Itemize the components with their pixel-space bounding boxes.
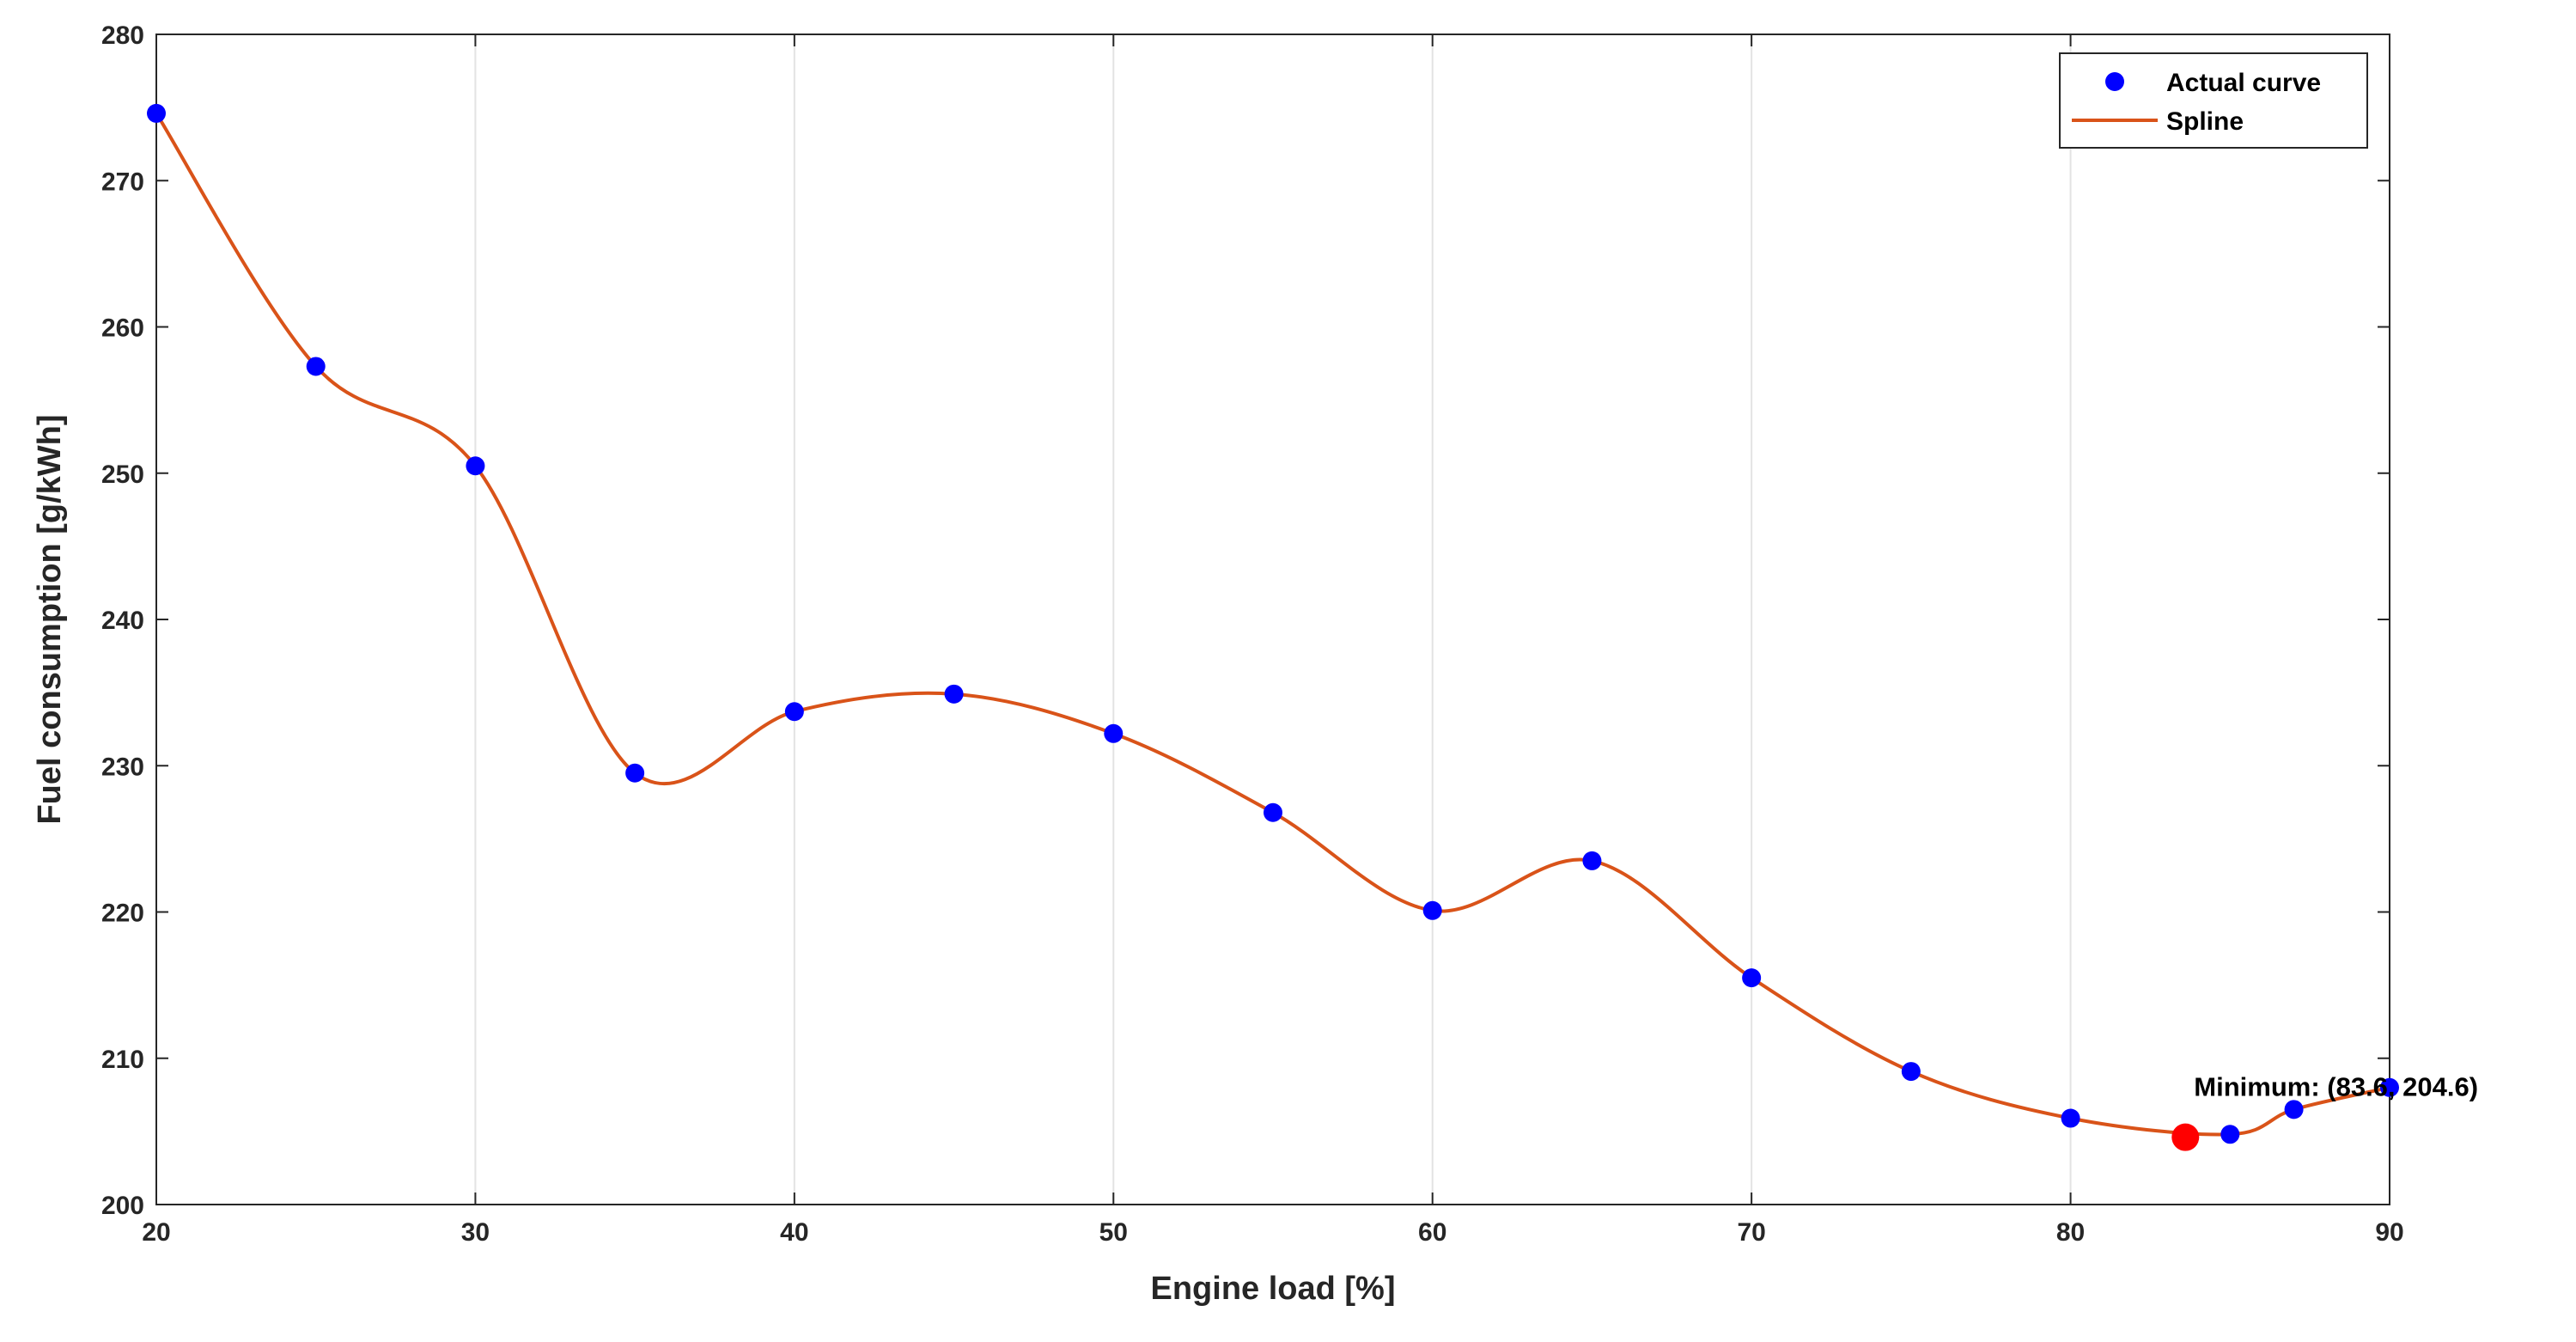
x-tick-label: 40: [780, 1218, 808, 1247]
y-axis-ticks: 200 210 220 230 240 250 260 270 280: [101, 21, 144, 1220]
axes: [155, 34, 2390, 1205]
actual-curve-point: [1901, 1062, 1921, 1082]
actual-curve-point: [625, 763, 645, 783]
actual-curve-point: [1264, 802, 1282, 822]
x-tick-label: 80: [2056, 1218, 2085, 1247]
y-tick-label: 270: [101, 168, 144, 196]
y-tick-label: 200: [101, 1192, 144, 1220]
x-tick-label: 50: [1099, 1218, 1128, 1247]
actual-curve-point: [944, 684, 964, 704]
x-tick-label: 90: [2375, 1218, 2403, 1247]
x-axis-ticks: 20 30 40 50 60 70 80 90: [142, 1218, 2403, 1247]
y-tick-label: 240: [101, 607, 144, 635]
actual-curve-point: [2061, 1108, 2080, 1128]
annotations: Minimum: (83.6, 204.6): [2194, 1072, 2478, 1102]
actual-curve-point: [1582, 851, 1602, 870]
x-tick-label: 30: [461, 1218, 490, 1247]
y-axis-label: Fuel consumption [g/kWh]: [32, 414, 68, 824]
actual-curve-point: [1104, 723, 1124, 743]
series: [147, 103, 2399, 1151]
legend-label-spline: Spline: [2166, 107, 2244, 136]
actual-curve-point: [2284, 1100, 2304, 1119]
y-tick-label: 260: [101, 314, 144, 343]
actual-curve-point: [784, 702, 804, 722]
minimum-annotation: Minimum: (83.6, 204.6): [2194, 1072, 2478, 1102]
minimum-point: [2171, 1123, 2200, 1151]
legend: Actual curve Spline: [2059, 52, 2368, 149]
actual-curve-point: [1742, 968, 1762, 988]
x-tick-label: 60: [1418, 1218, 1446, 1247]
actual-curve-point: [2380, 1077, 2399, 1097]
y-tick-label: 250: [101, 461, 144, 489]
actual-curve-point: [147, 103, 166, 123]
y-tick-label: 280: [101, 21, 144, 50]
actual-curve-point: [466, 456, 485, 476]
legend-marker-actual-curve: [2105, 72, 2124, 91]
plot-frame: [155, 34, 2390, 1205]
actual-curve-point: [1422, 900, 1442, 920]
actual-curve-point: [306, 357, 326, 376]
y-tick-label: 210: [101, 1046, 144, 1074]
y-tick-label: 220: [101, 900, 144, 928]
y-tick-label: 230: [101, 753, 144, 781]
x-axis-label: Engine load [%]: [1151, 1271, 1396, 1307]
x-tick-label: 20: [142, 1218, 170, 1247]
legend-box: [2059, 52, 2368, 149]
actual-curve-point: [2220, 1125, 2240, 1144]
x-tick-label: 70: [1737, 1218, 1765, 1247]
legend-label-actual-curve: Actual curve: [2166, 69, 2321, 97]
